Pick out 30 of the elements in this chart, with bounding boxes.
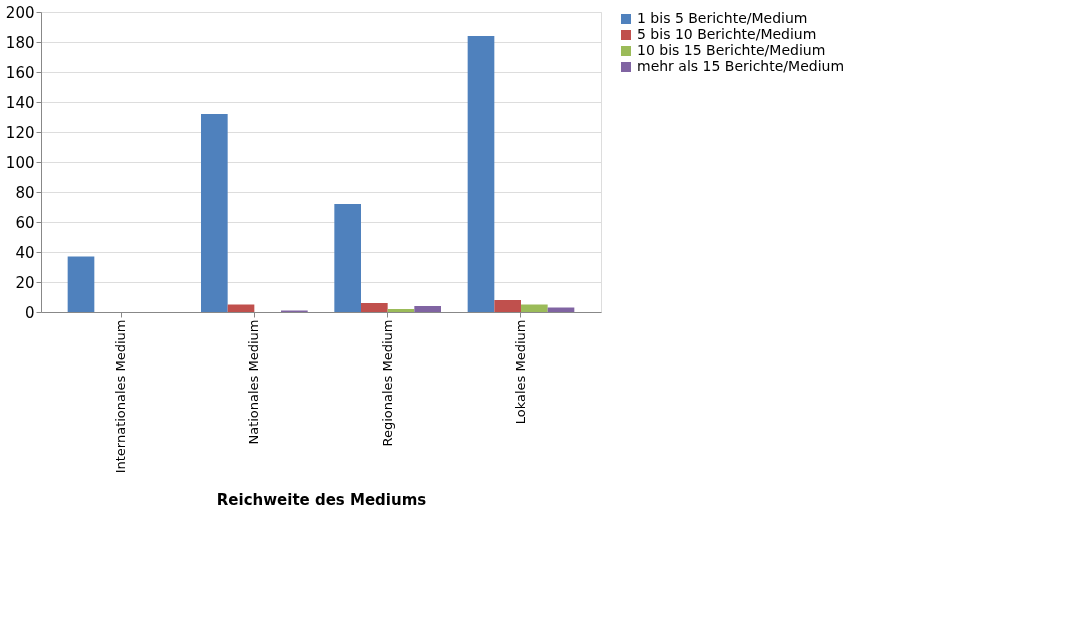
- y-tick-label: 100: [5, 153, 35, 172]
- bar: [201, 114, 228, 312]
- y-tick-label: 40: [15, 243, 35, 262]
- x-tick-label: Regionales Medium: [379, 319, 395, 447]
- y-tick-label: 60: [15, 213, 35, 232]
- y-tick-label: 160: [5, 63, 35, 82]
- legend-label: 1 bis 5 Berichte/Medium: [637, 10, 808, 26]
- x-tick-label: Nationales Medium: [246, 319, 262, 445]
- y-tick-label: 0: [24, 303, 35, 322]
- bar: [334, 204, 361, 312]
- bar: [361, 303, 388, 312]
- x-tick-label: Internationales Medium: [113, 319, 128, 474]
- y-tick-label: 120: [5, 123, 35, 142]
- y-tick-label: 80: [15, 183, 35, 202]
- y-tick-label: 180: [5, 33, 35, 52]
- bar: [414, 306, 441, 312]
- bar: [67, 256, 95, 312]
- x-tick-label: Lokales Medium: [513, 319, 528, 425]
- legend-label: 10 bis 15 Berichte/Medium: [637, 42, 826, 58]
- bar: [227, 304, 255, 312]
- legend-label: mehr als 15 Berichte/Medium: [637, 58, 845, 74]
- bar: [467, 36, 495, 312]
- bar: [521, 304, 548, 312]
- y-tick-label: 20: [15, 273, 35, 292]
- y-tick-label: 200: [5, 3, 35, 22]
- legend-label: 5 bis 10 Berichte/Medium: [637, 26, 817, 42]
- y-tick-label: 140: [5, 93, 35, 112]
- x-axis-title: Reichweite des Mediums: [216, 491, 427, 510]
- bar: [387, 309, 415, 312]
- bar: [494, 300, 521, 312]
